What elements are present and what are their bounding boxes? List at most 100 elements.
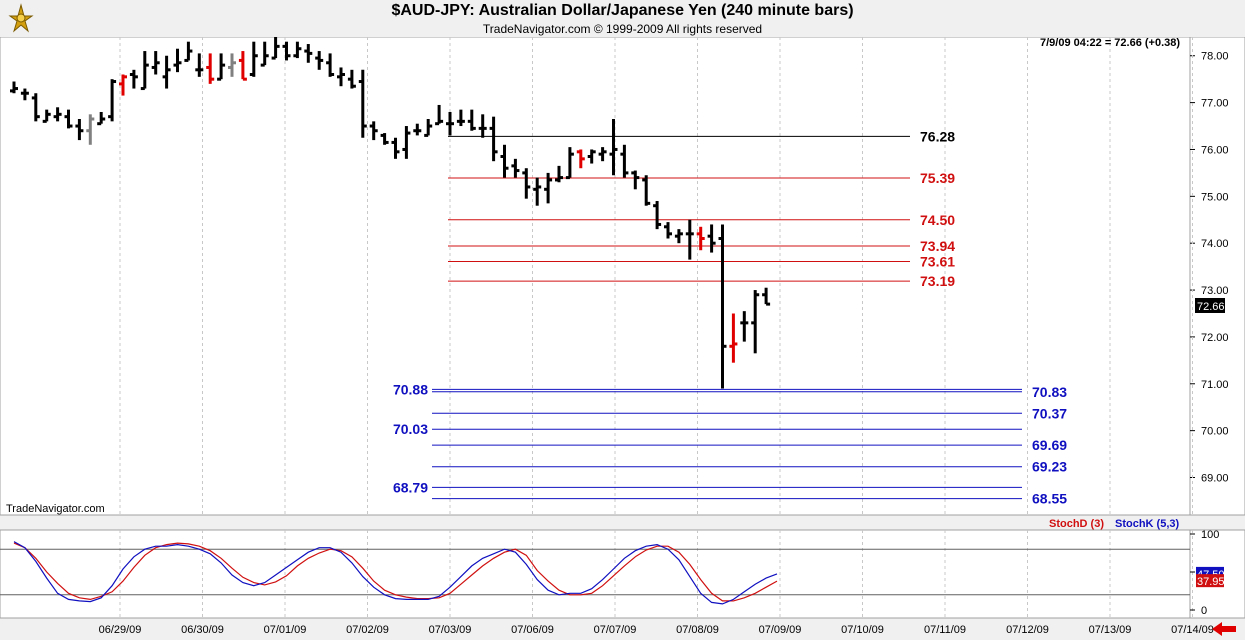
last-price-label: 72.66 [1197, 301, 1225, 313]
ohlc-bar [413, 123, 422, 136]
ohlc-bar [140, 51, 149, 91]
ohlc-bar [489, 116, 498, 162]
ohlc-bar [653, 201, 662, 230]
ohlc-bar [478, 114, 487, 138]
date-label: 07/06/09 [511, 624, 554, 636]
date-label: 07/07/09 [594, 624, 637, 636]
ohlc-bar [53, 107, 62, 122]
support-label: 68.79 [393, 479, 428, 495]
ohlc-bar [587, 149, 596, 164]
ohlc-bar [424, 119, 433, 137]
ohlc-bar [129, 69, 138, 89]
ohlc-bar [685, 219, 694, 260]
stoch-d-line [13, 542, 778, 602]
stoch-k-line [13, 541, 778, 605]
ohlc-bar [108, 79, 117, 122]
ohlc-bar [184, 41, 193, 62]
resistance-label: 73.61 [920, 253, 955, 269]
ohlc-bar [380, 133, 389, 145]
stoch-d-last-marker [1196, 574, 1224, 588]
ohlc-bar [282, 41, 291, 61]
ohlc-bar [620, 144, 629, 178]
ohlc-bar [369, 121, 378, 141]
ohlc-bar [293, 41, 302, 59]
ohlc-bar [446, 111, 454, 136]
date-label: 07/12/09 [1006, 624, 1049, 636]
date-label: 06/29/09 [99, 624, 142, 636]
ohlc-bar [10, 81, 18, 94]
ohlc-bar [522, 168, 531, 199]
price-tick-label: 72.00 [1201, 332, 1229, 344]
price-tick-label: 69.00 [1201, 473, 1229, 485]
ohlc-bar [467, 109, 476, 131]
chart-title: $AUD-JPY: Australian Dollar/Japanese Yen… [391, 2, 854, 19]
ohlc-bar [162, 55, 171, 89]
support-label: 70.83 [1032, 384, 1067, 400]
ohlc-bar [631, 170, 640, 190]
ohlc-bar [326, 53, 335, 77]
date-label: 07/02/09 [346, 624, 389, 636]
ohlc-bar [696, 226, 705, 251]
date-label: 07/08/09 [676, 624, 719, 636]
ohlc-bar [64, 109, 73, 129]
date-label: 07/01/09 [264, 624, 307, 636]
stoch-tick-label: 0 [1201, 605, 1207, 617]
stoch-d-last-label: 37.95 [1197, 576, 1225, 588]
ohlc-bar [217, 53, 226, 81]
scroll-right-arrow-icon[interactable] [1210, 621, 1238, 637]
ohlc-bar [740, 311, 749, 342]
ohlc-bar [173, 48, 182, 73]
ohlc-bar [511, 158, 520, 178]
ohlc-bar [555, 165, 563, 183]
support-label: 69.69 [1032, 437, 1067, 453]
price-tick-label: 77.00 [1201, 98, 1229, 110]
resistance-label: 75.39 [920, 170, 955, 186]
last-price-marker [1195, 297, 1225, 313]
ohlc-bar [337, 67, 345, 87]
ohlc-bar [576, 149, 585, 169]
resistance-label: 73.19 [920, 273, 955, 289]
ohlc-bar [75, 119, 84, 141]
ohlc-bar [151, 51, 160, 75]
stoch-d-legend: StochD (3) [1049, 518, 1104, 530]
price-tick-label: 74.00 [1201, 238, 1229, 250]
ohlc-bar [609, 119, 618, 176]
last-quote-readout: 7/9/09 04:22 = 72.66 (+0.38) [1040, 37, 1181, 49]
ohlc-bar [206, 53, 215, 84]
ohlc-bar [195, 53, 204, 77]
ohlc-bar [391, 137, 400, 159]
date-label: 07/11/09 [924, 624, 966, 636]
price-axis-panel [1189, 36, 1245, 516]
ohlc-bar [228, 53, 236, 77]
ohlc-bar [31, 93, 40, 122]
ohlc-bar [544, 172, 553, 204]
ohlc-bar [707, 224, 716, 253]
ohlc-bar [533, 177, 542, 206]
ohlc-bar [315, 51, 324, 70]
ohlc-bar [358, 69, 367, 138]
ohlc-bar [271, 37, 280, 60]
ohlc-bar [347, 69, 356, 89]
stochastic-panel [0, 529, 1191, 619]
ohlc-bar [762, 287, 771, 306]
stoch-tick-label: 100 [1201, 529, 1219, 541]
date-label: 07/09/09 [759, 624, 802, 636]
ohlc-bar [249, 41, 258, 77]
ohlc-bar [86, 114, 95, 145]
ohlc-bar [598, 147, 607, 162]
ohlc-bar [565, 147, 574, 180]
support-label: 70.03 [393, 421, 428, 437]
copyright-text: TradeNavigator.com © 1999-2009 All right… [482, 22, 763, 36]
ohlc-bar [238, 51, 247, 81]
ohlc-bar [42, 109, 51, 123]
date-label: 07/03/09 [429, 624, 472, 636]
ohlc-bar [435, 104, 444, 126]
price-tick-label: 71.00 [1201, 379, 1229, 391]
ohlc-bar [718, 224, 727, 389]
price-tick-label: 75.00 [1201, 191, 1229, 203]
date-label: 07/13/09 [1089, 624, 1132, 636]
chart-header: $AUD-JPY: Australian Dollar/Japanese Yen… [0, 0, 1245, 37]
price-tick-label: 70.00 [1201, 426, 1229, 438]
ohlc-bar [642, 175, 651, 206]
